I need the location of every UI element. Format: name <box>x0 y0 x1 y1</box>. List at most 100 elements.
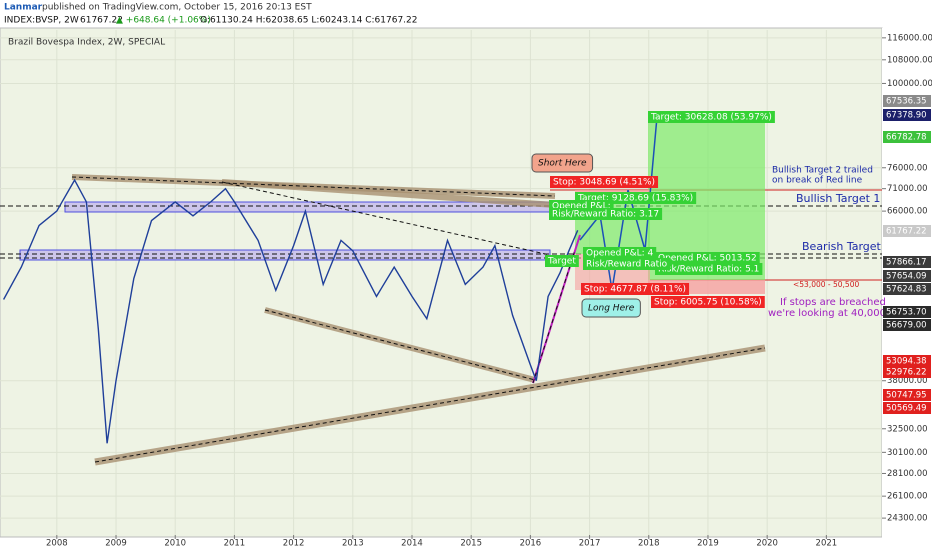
price-tag: 56753.70 <box>886 308 927 318</box>
price-tag: 56679.00 <box>886 321 927 331</box>
trendline-dash <box>71 176 556 197</box>
annotation: Stop: 4677.87 (8.11%) <box>584 285 686 295</box>
x-tick-label: 2016 <box>520 539 542 549</box>
annotation-bg <box>550 176 659 188</box>
y-tick-label: 71000.00 <box>887 184 928 194</box>
price-tag-bg <box>883 389 931 401</box>
annotation-bg <box>583 247 657 259</box>
annotation: Target: 30628.08 (53.97%) <box>650 113 772 123</box>
y-tick-label: 100000.00 <box>887 79 932 89</box>
price-tag: 52976.22 <box>886 368 927 378</box>
x-tick-label: 2021 <box>816 539 838 549</box>
price-tag-bg <box>883 366 931 378</box>
annotation: If stops are breached <box>780 297 886 308</box>
y-tick-label: 24300.00 <box>887 514 928 524</box>
annotation: Opened P&L: <box>552 202 611 212</box>
x-tick-label: 2008 <box>46 539 68 549</box>
chart-title: Brazil Bovespa Index, 2W, SPECIAL <box>8 38 165 48</box>
annotation-bg <box>545 255 579 267</box>
change: ▲ +648.64 (+1.06%) <box>116 16 211 26</box>
y-tick-label: 28100.00 <box>887 469 928 479</box>
price-tag: 57654.09 <box>886 272 927 282</box>
annotation-bg <box>651 296 765 308</box>
annotation: Short Here <box>538 159 587 169</box>
y-tick-label: 76000.00 <box>887 163 928 173</box>
trendline-dash <box>221 181 551 256</box>
y-tick-label: 32500.00 <box>887 424 928 434</box>
annotation-bg <box>648 111 775 123</box>
annotation: Risk/Reward Ratio: 3.17 <box>552 210 659 220</box>
x-tick-label: 2017 <box>579 539 601 549</box>
price-tag: 57866.17 <box>886 258 927 268</box>
annotation: Stop: 3048.69 (4.51%) <box>553 178 655 188</box>
price-tag-bg <box>883 256 931 268</box>
y-tick-label: 38000.00 <box>887 376 928 386</box>
x-tick-label: 2019 <box>697 539 719 549</box>
price-tag-bg <box>883 109 931 121</box>
price-tag: 53094.38 <box>886 357 927 367</box>
x-tick-label: 2010 <box>164 539 186 549</box>
y-tick-label: 116000.00 <box>887 33 932 43</box>
price-tag-bg <box>883 270 931 282</box>
annotation: we're looking at 40,000 <box>768 308 886 319</box>
annotation: Stop: 6005.75 (10.58%) <box>654 298 762 308</box>
annotation: Opened P&L: 5013.52 <box>658 254 757 264</box>
price-tag-bg <box>883 355 931 367</box>
annotation-bg <box>655 263 763 275</box>
price-tag-bg <box>883 306 931 318</box>
x-tick-label: 2020 <box>756 539 778 549</box>
annotation-bg <box>531 153 594 173</box>
x-tick-label: 2013 <box>342 539 364 549</box>
price-tag: 50569.49 <box>886 404 927 414</box>
resistance-zone <box>64 201 551 213</box>
x-tick-label: 2015 <box>460 539 482 549</box>
annotation: Bearish Target <box>802 240 882 253</box>
x-tick-label: 2014 <box>401 539 423 549</box>
price-tag-bg <box>883 131 931 143</box>
price-tag: 50747.95 <box>886 391 927 401</box>
price-tag: 67378.90 <box>886 111 927 121</box>
price-tag: 66782.78 <box>886 133 927 143</box>
annotation-bg <box>581 298 641 318</box>
y-tick-label: 30100.00 <box>887 448 928 458</box>
author: Lanmar <box>4 3 43 13</box>
trendline-dash <box>264 309 536 381</box>
annotation-bg <box>583 258 671 270</box>
trendline <box>221 179 556 208</box>
annotation: <53,000 - 50,500 <box>793 280 859 289</box>
published: published on TradingView.com, October 15… <box>42 3 312 13</box>
annotation: Long Here <box>588 304 635 314</box>
y-tick-label: 108000.00 <box>887 55 932 65</box>
annotation: on break of Red line <box>772 176 863 186</box>
x-tick-label: 2011 <box>224 539 246 549</box>
trendline-dash <box>94 347 766 463</box>
ohlc: O:61130.24 H:62038.65 L:60243.14 C:61767… <box>200 16 417 26</box>
y-tick-label: 66000.00 <box>887 207 928 217</box>
price-tag-bg <box>883 402 931 414</box>
price-tag-bg <box>883 283 931 295</box>
annotation: Target: 9128.69 (15.83%) <box>577 194 693 204</box>
projection <box>532 249 576 384</box>
annotation: Opened P&L: 4 <box>586 249 654 259</box>
price-tag-bg <box>883 225 931 237</box>
price-tag: 67536.35 <box>886 97 927 107</box>
annotation: Risk/Reward Ratio <box>586 260 668 270</box>
price-line <box>2 178 579 444</box>
annotation: Bullish Target 2 trailed <box>772 166 873 176</box>
price: 61767.22 <box>80 16 123 26</box>
x-tick-label: 2018 <box>638 539 660 549</box>
x-tick-label: 2009 <box>105 539 127 549</box>
annotation-bg <box>655 252 760 264</box>
x-tick-label: 2012 <box>283 539 305 549</box>
price-tag-bg <box>883 319 931 331</box>
annotation: Bullish Target 1 <box>796 192 880 205</box>
annotation: Risk/Reward Ratio: 5.1 <box>658 265 759 275</box>
y-tick-label: 26100.00 <box>887 492 928 502</box>
header-bg <box>0 0 932 28</box>
annotation-bg <box>549 208 663 220</box>
annotation: Target <box>547 257 576 267</box>
symbol: INDEX:BVSP, 2W <box>4 16 79 26</box>
price-tag: 57624.83 <box>886 285 927 295</box>
